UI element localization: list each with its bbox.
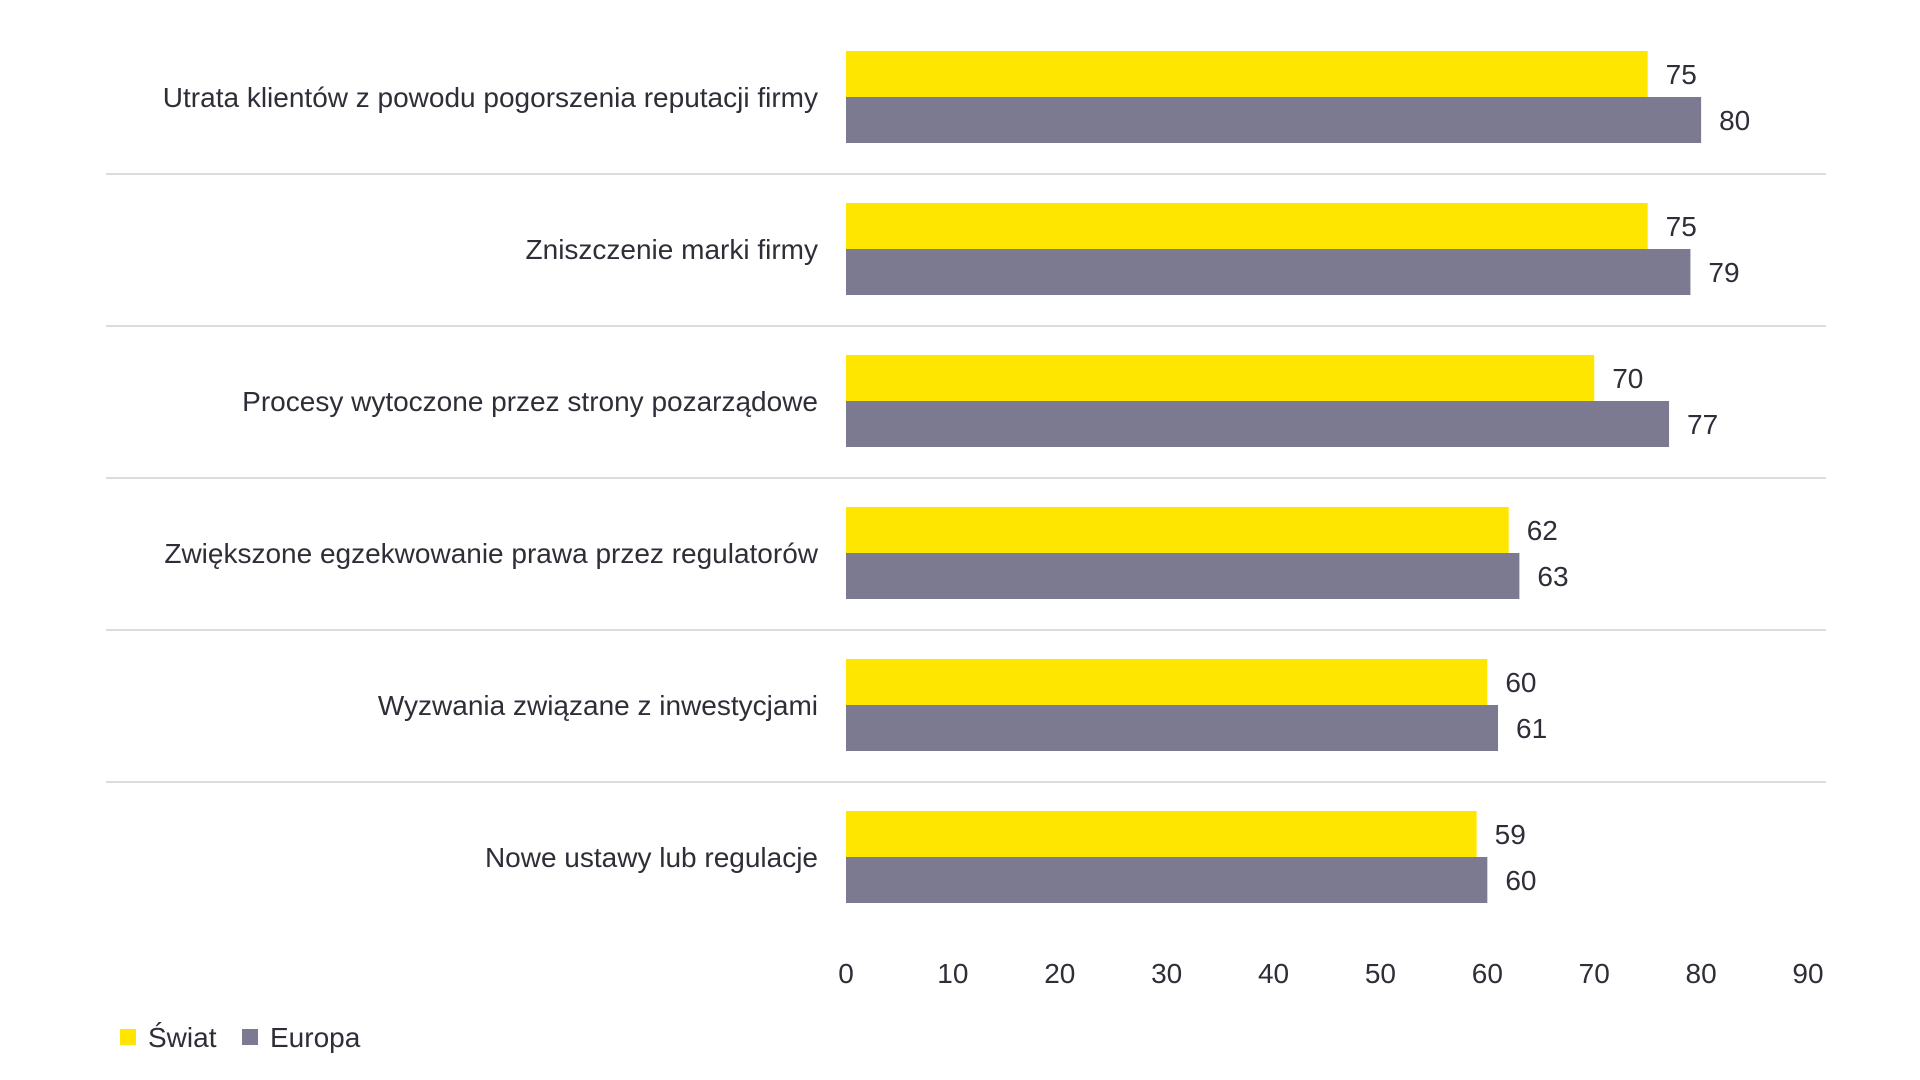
category-label: Zwiększone egzekwowanie prawa przez regu… (164, 538, 818, 569)
x-tick-label: 40 (1258, 958, 1289, 989)
category-label: Nowe ustawy lub regulacje (485, 842, 818, 873)
data-label: 80 (1719, 105, 1750, 136)
data-label: 62 (1527, 515, 1558, 546)
bar-swiat (846, 507, 1509, 553)
data-label: 75 (1666, 211, 1697, 242)
x-tick-label: 80 (1686, 958, 1717, 989)
bar-swiat (846, 51, 1648, 97)
legend-label: Europa (270, 1022, 361, 1053)
bar-swiat (846, 355, 1595, 401)
data-label: 61 (1516, 713, 1547, 744)
bar-europa (846, 857, 1488, 903)
category-label: Wyzwania związane z inwestycjami (378, 690, 818, 721)
category-label: Utrata klientów z powodu pogorszenia rep… (163, 82, 818, 113)
bar-swiat (846, 811, 1477, 857)
category-label: Procesy wytoczone przez strony pozarządo… (242, 386, 818, 417)
data-label: 63 (1537, 561, 1568, 592)
x-tick-label: 60 (1472, 958, 1503, 989)
legend: Świat Europa (120, 1021, 361, 1053)
category-label: Zniszczenie marki firmy (526, 234, 818, 265)
category-separators (106, 173, 1826, 783)
bar-europa (846, 553, 1520, 599)
data-label: 60 (1505, 865, 1536, 896)
legend-label: Świat (148, 1021, 217, 1053)
bar-swiat (846, 659, 1488, 705)
data-label: 59 (1495, 819, 1526, 850)
bars (846, 51, 1702, 903)
x-tick-label: 50 (1365, 958, 1396, 989)
x-tick-label: 20 (1044, 958, 1075, 989)
bar-europa (846, 249, 1691, 295)
data-label: 77 (1687, 409, 1718, 440)
legend-swatch-swiat (120, 1029, 136, 1045)
x-tick-label: 10 (937, 958, 968, 989)
data-label: 70 (1612, 363, 1643, 394)
x-tick-label: 90 (1792, 958, 1823, 989)
bar-europa (846, 401, 1670, 447)
x-tick-label: 70 (1579, 958, 1610, 989)
x-tick-label: 0 (838, 958, 854, 989)
bar-swiat (846, 203, 1648, 249)
x-axis-ticks: 0 10 20 30 40 50 60 70 80 90 (838, 958, 1823, 989)
data-label: 75 (1666, 59, 1697, 90)
data-label: 79 (1708, 257, 1739, 288)
bar-europa (846, 705, 1499, 751)
x-tick-label: 30 (1151, 958, 1182, 989)
data-label: 60 (1505, 667, 1536, 698)
bar-europa (846, 97, 1702, 143)
category-labels: Utrata klientów z powodu pogorszenia rep… (163, 82, 819, 873)
legend-swatch-europa (242, 1029, 258, 1045)
value-labels: 75 80 75 79 70 77 62 63 60 61 59 60 (1495, 59, 1751, 896)
